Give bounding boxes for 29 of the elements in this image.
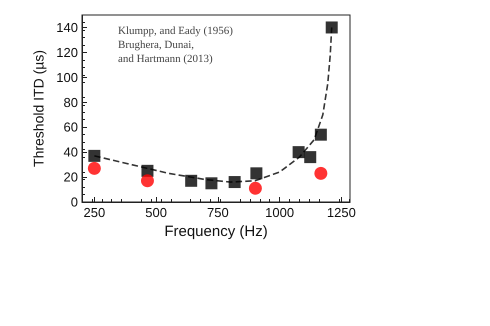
point bbox=[248, 182, 262, 195]
point bbox=[314, 128, 327, 141]
y-tick-label: 20 bbox=[64, 170, 78, 185]
x-tick-label: 1000 bbox=[265, 205, 294, 220]
y-tick-label: 120 bbox=[56, 44, 78, 60]
y-tick-label: 100 bbox=[56, 70, 78, 85]
point bbox=[205, 177, 218, 190]
point bbox=[228, 176, 241, 188]
x-tick-label: 250 bbox=[84, 205, 106, 220]
y-tick-label: 80 bbox=[64, 94, 78, 110]
y-tick-label: 140 bbox=[56, 20, 78, 35]
point bbox=[88, 162, 101, 175]
x-tick-label: 750 bbox=[207, 205, 229, 220]
y-tick-label: 60 bbox=[64, 120, 78, 135]
point bbox=[250, 167, 262, 180]
y-tick-label: 40 bbox=[64, 144, 78, 160]
point bbox=[88, 150, 100, 162]
point bbox=[326, 21, 338, 34]
annotation: Klumpp, and Eady (1956) Brughera, Dunai, and Hartmann (2013) bbox=[118, 25, 234, 65]
x-tick-label: 500 bbox=[145, 205, 167, 220]
point bbox=[314, 166, 328, 180]
point bbox=[292, 146, 305, 158]
x-tick-label: 1250 bbox=[326, 205, 356, 220]
point bbox=[140, 174, 154, 188]
y-axis-title: Threshold ITD (µs) bbox=[30, 50, 46, 167]
point bbox=[304, 151, 316, 164]
x-axis-title: Frequency (Hz) bbox=[164, 222, 268, 240]
y-tick-label: 0 bbox=[70, 194, 78, 210]
point bbox=[185, 174, 198, 187]
